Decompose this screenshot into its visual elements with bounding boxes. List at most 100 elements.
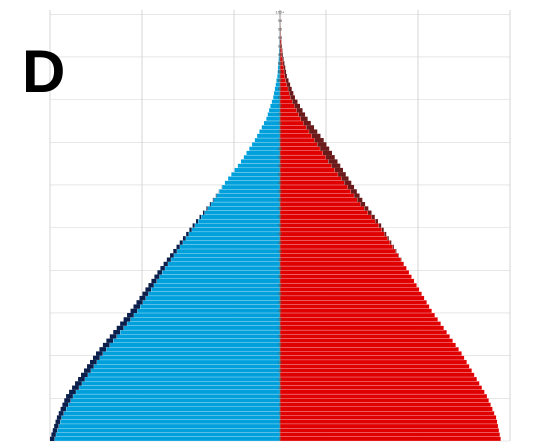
bar-female — [279, 167, 335, 173]
bar-male — [156, 278, 281, 284]
bar-male-excess — [84, 368, 91, 373]
bar-male-excess — [75, 381, 82, 386]
age-tick-label: 0 — [279, 436, 282, 441]
bar-male — [216, 193, 281, 198]
age-tick-label: 4 — [279, 419, 282, 424]
bar-male-excess — [139, 295, 146, 301]
bar-female-excess — [296, 108, 303, 113]
bar-male — [102, 351, 281, 356]
bar-male-excess — [215, 193, 217, 198]
bar-male — [59, 419, 281, 425]
bar-female — [279, 398, 489, 403]
bar-female-excess — [322, 150, 332, 156]
panel-label: D — [22, 38, 66, 105]
bar-female — [279, 142, 318, 147]
bar-male — [57, 428, 281, 433]
bar-female — [279, 346, 459, 352]
bar-female — [279, 210, 368, 215]
bar-male-excess — [142, 291, 149, 296]
age-tick-label: 64 — [278, 163, 283, 168]
bar-female — [279, 253, 399, 258]
bar-female-excess — [395, 248, 397, 254]
bar-male — [227, 176, 281, 181]
bar-male-excess — [196, 219, 199, 224]
age-tick-label: 88 — [278, 61, 283, 66]
age-tick-label: 24 — [278, 334, 283, 339]
age-tick-label: 82 — [278, 86, 283, 91]
bar-male — [68, 402, 281, 407]
bar-female — [279, 423, 499, 429]
bar-female — [279, 402, 491, 407]
bar-male — [240, 159, 281, 164]
bar-male — [137, 308, 281, 314]
bar-female — [279, 163, 332, 169]
age-tick-label: 22 — [278, 342, 283, 347]
bar-female-excess — [282, 61, 285, 66]
age-tick-label: 40 — [278, 265, 283, 270]
age-tick-label: 28 — [278, 317, 283, 322]
bar-male-excess — [189, 227, 192, 232]
bar-male-excess — [55, 419, 61, 424]
bar-male — [207, 206, 281, 211]
age-tick-label: 52 — [278, 214, 283, 219]
bar-female — [279, 436, 501, 442]
bar-female-excess — [371, 214, 375, 220]
bar-female-excess — [283, 65, 286, 70]
bar-male-excess — [56, 415, 62, 420]
bar-male-excess — [62, 402, 69, 407]
bar-female — [279, 389, 485, 395]
age-tick-label: 18 — [278, 359, 283, 364]
bar-female — [279, 176, 342, 181]
bar-male — [116, 334, 281, 339]
bar-female — [279, 364, 470, 369]
bar-male — [96, 359, 281, 365]
bar-female-excess — [375, 219, 378, 224]
bar-female — [279, 428, 500, 433]
bar-male — [243, 154, 281, 160]
age-tick-label: 36 — [278, 282, 283, 287]
bar-male — [167, 261, 281, 267]
bar-female — [279, 116, 301, 122]
bar-male — [213, 197, 281, 203]
age-tick-label: 10 — [278, 393, 283, 398]
bar-male — [249, 146, 281, 151]
bar-female-excess — [331, 163, 341, 168]
bar-male-excess — [52, 428, 58, 433]
bar-female-excess — [292, 99, 298, 104]
bar-male — [113, 338, 281, 343]
bar-female — [279, 411, 495, 416]
age-tick-label: 66 — [278, 154, 283, 159]
bar-male — [145, 295, 281, 301]
bar-female — [279, 393, 488, 399]
bar-female — [279, 197, 358, 203]
bar-male — [173, 253, 281, 258]
age-tick-label: 68 — [278, 146, 283, 151]
bar-male — [185, 236, 281, 241]
bar-male — [81, 381, 281, 386]
age-tick-label: 80 — [278, 95, 283, 100]
bar-male-excess — [127, 312, 134, 318]
bar-female-excess — [344, 180, 352, 185]
age-tick-label: 48 — [278, 231, 283, 236]
bar-female — [279, 287, 420, 292]
bar-female-excess — [384, 231, 387, 237]
age-tick-label: 2 — [279, 428, 282, 433]
bar-male — [254, 137, 281, 143]
bar-male — [188, 231, 281, 237]
bar-female-excess — [303, 120, 311, 126]
bar-male — [164, 265, 281, 271]
bar-female — [279, 351, 462, 356]
bar-male — [194, 223, 281, 228]
bar-female — [279, 415, 497, 420]
bar-male — [126, 321, 281, 326]
bar-male-excess — [93, 355, 100, 360]
bar-female — [279, 381, 480, 386]
age-tick-label: 62 — [278, 171, 283, 176]
bar-female-excess — [281, 39, 282, 45]
bar-female — [279, 372, 475, 378]
bar-male-excess — [64, 398, 71, 403]
bar-female — [279, 129, 310, 134]
age-tick-label: 20 — [278, 351, 283, 356]
bar-female — [279, 274, 412, 279]
bar-female-excess — [320, 146, 330, 151]
